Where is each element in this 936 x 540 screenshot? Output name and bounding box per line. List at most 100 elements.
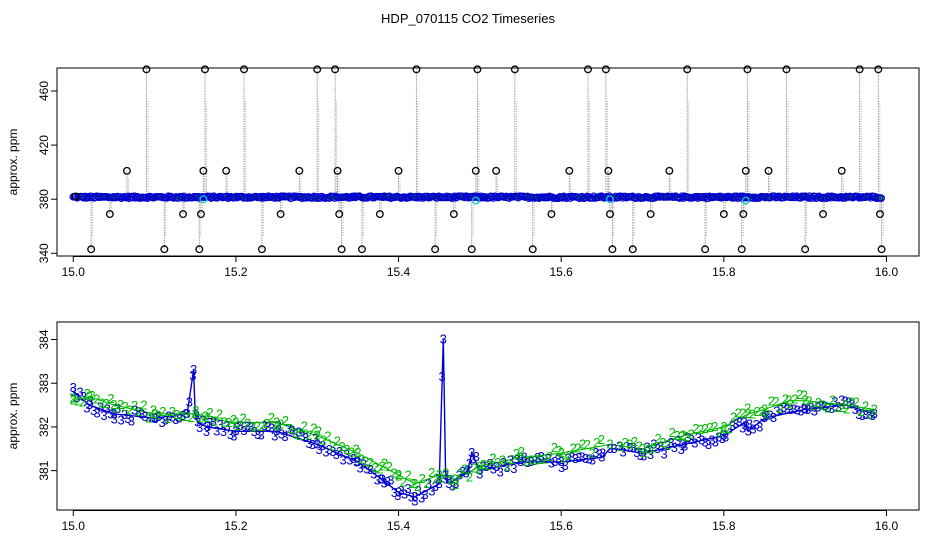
- bottom-green-marker: 2: [513, 446, 520, 461]
- bottom-green-marker: 2: [527, 452, 534, 467]
- bottom-green-marker: 2: [244, 415, 251, 430]
- bottom-blue-marker: 3: [83, 401, 90, 416]
- bottom-green-marker: 2: [655, 431, 662, 446]
- top-black-point: [743, 65, 752, 74]
- bottom-blue-marker: 3: [135, 404, 142, 419]
- bottom-green-marker: 2: [735, 405, 742, 420]
- bottom-green-marker: 2: [824, 401, 831, 416]
- bottom-blue-marker: 3: [647, 447, 654, 462]
- bottom-blue-marker: 3: [620, 445, 627, 460]
- bottom-blue-marker: 3: [152, 411, 159, 426]
- bottom-blue-marker: 3: [503, 460, 510, 475]
- bottom-green-marker: 2: [433, 470, 440, 485]
- bottom-green-marker: 2: [343, 442, 350, 457]
- bottom-blue-marker: 3: [763, 408, 770, 423]
- bottom-blue-marker: 3: [541, 451, 548, 466]
- bottom-green-marker: 2: [574, 440, 581, 455]
- bottom-blue-marker: 3: [411, 494, 418, 509]
- bottom-green-marker: 2: [489, 451, 496, 466]
- bottom-blue-marker: 3: [398, 483, 405, 498]
- bottom-green-marker: 2: [791, 391, 798, 406]
- top-black-point: [719, 210, 728, 219]
- top-black-point: [782, 65, 791, 74]
- bottom-green-marker: 2: [461, 462, 468, 477]
- bottom-green-marker: 2: [706, 420, 713, 435]
- bottom-green-marker: 2: [787, 397, 794, 412]
- bottom-blue-marker: 3: [316, 442, 323, 457]
- top-black-point: [606, 210, 614, 219]
- bottom-green-marker: 2: [853, 395, 860, 410]
- bottom-blue-marker: 3: [598, 450, 605, 465]
- bottom-green-marker: 2: [442, 466, 449, 481]
- top-black-point: [604, 166, 613, 175]
- bottom-blue-marker: 3: [445, 476, 452, 491]
- bottom-blue-marker: 3: [606, 441, 613, 456]
- bottom-blue-marker: 3: [684, 430, 691, 445]
- bottom-blue-marker: 3: [835, 399, 842, 414]
- bottom-green-marker: 2: [673, 428, 680, 443]
- bottom-blue-marker: 3: [336, 444, 343, 459]
- bottom-blue-marker: 3: [480, 458, 487, 473]
- bottom-green-marker: 2: [829, 393, 836, 408]
- bottom-blue-marker: 3: [302, 430, 309, 445]
- bottom-blue-marker: 3: [295, 425, 302, 440]
- bottom-blue-marker: 3: [848, 396, 855, 411]
- bottom-green-marker: 2: [372, 460, 379, 475]
- bottom-blue-marker: 3: [650, 437, 657, 452]
- bottom-blue-marker: 3: [869, 408, 876, 423]
- bottom-green-marker: 2: [310, 421, 317, 436]
- bottom-green-marker: 2: [272, 418, 279, 433]
- bottom-blue-marker: 3: [165, 409, 172, 424]
- bottom-green-marker: 2: [379, 458, 386, 473]
- bottom-blue-marker: 3: [421, 487, 428, 502]
- bottom-green-marker: 2: [395, 469, 402, 484]
- bottom-green-marker: 2: [376, 461, 383, 476]
- bottom-blue-marker: 3: [814, 399, 821, 414]
- bottom-blue-marker: 3: [459, 464, 466, 479]
- x-tick-label: 15.6: [550, 265, 574, 279]
- top-cyan-point: [606, 195, 614, 204]
- bottom-blue-marker: 3: [664, 438, 671, 453]
- bottom-blue-marker: 3: [589, 452, 596, 467]
- bottom-green-marker: 2: [801, 387, 808, 402]
- bottom-blue-marker: 3: [193, 408, 200, 423]
- bottom-green-marker: 2: [164, 411, 171, 426]
- bottom-green-marker: 2: [593, 435, 600, 450]
- y-tick-label: 381: [37, 460, 51, 480]
- bottom-green-marker: 2: [216, 407, 223, 422]
- bottom-green-marker: 2: [112, 400, 119, 415]
- bottom-green-marker: 2: [98, 396, 105, 411]
- bottom-blue-marker: 3: [708, 433, 715, 448]
- bottom-blue-marker: 3: [538, 449, 545, 464]
- y-tick-label: 384: [37, 329, 51, 349]
- bottom-green-marker: 2: [725, 421, 732, 436]
- bottom-green-marker: 2: [475, 462, 482, 477]
- bottom-blue-marker: 3: [500, 455, 507, 470]
- bottom-blue-marker: 3: [384, 474, 391, 489]
- bottom-blue-marker: 3: [285, 421, 292, 436]
- bottom-green-marker: 2: [626, 436, 633, 451]
- top-black-point: [601, 65, 610, 74]
- bottom-blue-marker: 3: [462, 465, 469, 480]
- bottom-blue-marker: 3: [268, 421, 275, 436]
- bottom-green-marker: 2: [606, 436, 613, 451]
- bottom-blue-marker: 3: [350, 451, 357, 466]
- top-black-point: [547, 210, 556, 219]
- bottom-blue-marker: 3: [145, 411, 152, 426]
- bottom-green-marker: 2: [588, 446, 595, 461]
- x-tick-label: 15.4: [387, 519, 411, 533]
- bottom-green-marker: 2: [761, 401, 768, 416]
- bottom-green-marker: 2: [268, 410, 275, 425]
- bottom-green-marker: 2: [204, 410, 211, 425]
- bottom-blue-marker: 3: [688, 432, 695, 447]
- bottom-green-marker: 2: [320, 433, 327, 448]
- bottom-green-marker: 2: [843, 402, 850, 417]
- top-black-point: [412, 65, 421, 74]
- top-black-point: [739, 210, 748, 219]
- bottom-green-marker: 2: [423, 476, 430, 491]
- bottom-blue-marker: 3: [842, 394, 849, 409]
- bottom-blue-marker: 3: [705, 437, 712, 452]
- bottom-green-marker: 2: [471, 460, 478, 475]
- bottom-blue-marker: 3: [596, 446, 603, 461]
- bottom-green-marker: 2: [739, 406, 746, 421]
